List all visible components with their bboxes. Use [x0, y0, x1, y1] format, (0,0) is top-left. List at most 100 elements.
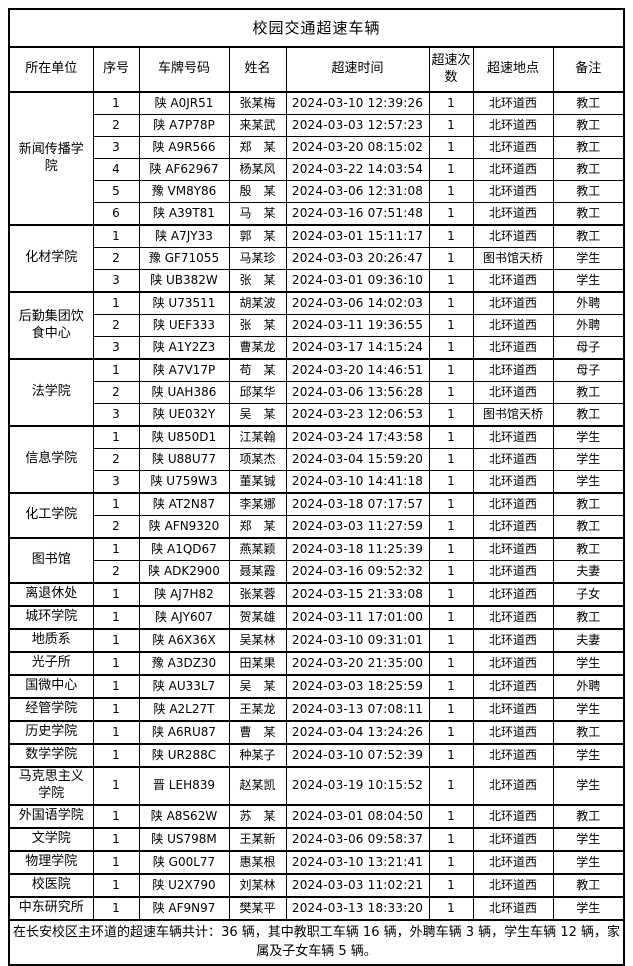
column-header-2: 车牌号码	[138, 46, 230, 93]
table-row: 校医院 1 陕 U2X790 刘某林 2024-03-03 11:02:21 1 北环道西教…	[8, 872, 625, 898]
table-body: 新闻传播学院 1 陕 A0JR51 张某梅 2024-03-10 12:39:26 1 北环…	[8, 91, 625, 921]
name-cell: 王某龙	[228, 697, 287, 722]
time-cell: 2024-03-03 18:25:59	[285, 674, 430, 699]
plate-cell: 陕 AF9N97	[138, 895, 230, 921]
remark-cell: 学生	[552, 448, 625, 471]
location-cell: 北环道西	[472, 224, 554, 248]
count-cell: 1	[428, 674, 474, 699]
unit-cell: 离退休处	[8, 582, 94, 607]
name-cell: 胡某波	[228, 291, 287, 315]
column-header-7: 备注	[552, 46, 625, 93]
plate-cell: 陕 UEF333	[138, 314, 230, 337]
summary-text: 在长安校区主环道的超速车辆共计：36 辆，其中教职工车辆 16 辆，外聘车辆 3…	[8, 918, 625, 966]
location-cell: 北环道西	[472, 470, 554, 494]
column-header-3: 姓名	[228, 46, 287, 93]
count-cell: 1	[428, 515, 474, 539]
remark-cell: 学生	[552, 651, 625, 676]
time-cell: 2024-03-10 12:39:26	[285, 91, 430, 115]
name-cell: 吴 某	[228, 674, 287, 699]
name-cell: 殷 某	[228, 180, 287, 203]
location-cell: 北环道西	[472, 674, 554, 699]
time-cell: 2024-03-16 07:51:48	[285, 202, 430, 226]
plate-cell: 陕 AJ7H82	[138, 582, 230, 607]
time-cell: 2024-03-16 09:52:32	[285, 560, 430, 584]
unit-cell: 图书馆	[8, 537, 94, 584]
plate-cell: 豫 A3DZ30	[138, 651, 230, 676]
name-cell: 燕某颖	[228, 537, 287, 561]
seq-cell: 3	[92, 336, 140, 360]
seq-cell: 1	[92, 826, 140, 852]
name-cell: 吴 某	[228, 403, 287, 427]
name-cell: 郭 某	[228, 224, 287, 248]
count-cell: 1	[428, 849, 474, 875]
count-cell: 1	[428, 895, 474, 921]
time-cell: 2024-03-13 18:33:20	[285, 895, 430, 921]
time-cell: 2024-03-03 12:57:23	[285, 114, 430, 137]
plate-cell: 陕 AJY607	[138, 605, 230, 630]
remark-cell: 母子	[552, 358, 625, 382]
table-title-row: 校园交通超速车辆	[8, 8, 625, 48]
unit-cell: 历史学院	[8, 720, 94, 745]
location-cell: 北环道西	[472, 91, 554, 115]
seq-cell: 1	[92, 425, 140, 449]
time-cell: 2024-03-04 13:24:26	[285, 720, 430, 745]
count-cell: 1	[428, 743, 474, 768]
count-cell: 1	[428, 202, 474, 226]
name-cell: 种某子	[228, 743, 287, 768]
time-cell: 2024-03-06 09:58:37	[285, 826, 430, 852]
count-cell: 1	[428, 803, 474, 829]
plate-cell: 陕 U2X790	[138, 872, 230, 898]
time-cell: 2024-03-11 17:01:00	[285, 605, 430, 630]
plate-cell: 陕 A8S62W	[138, 803, 230, 829]
column-header-1: 序号	[92, 46, 140, 93]
seq-cell: 1	[92, 582, 140, 607]
name-cell: 董某铖	[228, 470, 287, 494]
remark-cell: 学生	[552, 849, 625, 875]
remark-cell: 学生	[552, 425, 625, 449]
name-cell: 王某新	[228, 826, 287, 852]
count-cell: 1	[428, 358, 474, 382]
plate-cell: 陕 U73511	[138, 291, 230, 315]
column-header-5: 超速次数	[428, 46, 474, 93]
name-cell: 江某翰	[228, 425, 287, 449]
plate-cell: 陕 A39T81	[138, 202, 230, 226]
time-cell: 2024-03-24 17:43:58	[285, 425, 430, 449]
count-cell: 1	[428, 605, 474, 630]
column-header-0: 所在单位	[8, 46, 94, 93]
remark-cell: 教工	[552, 91, 625, 115]
remark-cell: 夫妻	[552, 560, 625, 584]
count-cell: 1	[428, 247, 474, 270]
location-cell: 北环道西	[472, 515, 554, 539]
plate-cell: 陕 UR288C	[138, 743, 230, 768]
time-cell: 2024-03-20 14:46:51	[285, 358, 430, 382]
name-cell: 刘某林	[228, 872, 287, 898]
location-cell: 北环道西	[472, 895, 554, 921]
table-row: 后勤集团饮食中心 1 陕 U73511 胡某波 2024-03-06 14:02:03 1…	[8, 291, 625, 360]
remark-cell: 教工	[552, 537, 625, 561]
time-cell: 2024-03-19 10:15:52	[285, 766, 430, 806]
seq-cell: 2	[92, 314, 140, 337]
seq-cell: 4	[92, 158, 140, 181]
remark-cell: 学生	[552, 247, 625, 270]
name-cell: 郑 某	[228, 515, 287, 539]
remark-cell: 教工	[552, 180, 625, 203]
column-header-4: 超速时间	[285, 46, 430, 93]
location-cell: 北环道西	[472, 180, 554, 203]
plate-cell: 陕 A7P78P	[138, 114, 230, 137]
remark-cell: 教工	[552, 872, 625, 898]
speeding-vehicles-table: 校园交通超速车辆 所在单位 序号 车牌号码 姓名 超速时间 超速次数 超速地点 备注 新闻传播…	[8, 8, 626, 966]
remark-cell: 外聘	[552, 314, 625, 337]
plate-cell: 陕 A2L27T	[138, 697, 230, 722]
unit-cell: 城环学院	[8, 605, 94, 630]
table-row: 文学院 1 陕 US798M 王某新 2024-03-06 09:58:37 1 北环道西学…	[8, 826, 625, 852]
time-cell: 2024-03-13 07:08:11	[285, 697, 430, 722]
table-row: 化材学院 1 陕 A7JY33 郭 某 2024-03-01 15:11:17 1 北环道西…	[8, 224, 625, 293]
remark-cell: 学生	[552, 697, 625, 722]
plate-cell: 陕 UE032Y	[138, 403, 230, 427]
remark-cell: 母子	[552, 336, 625, 360]
remark-cell: 教工	[552, 114, 625, 137]
